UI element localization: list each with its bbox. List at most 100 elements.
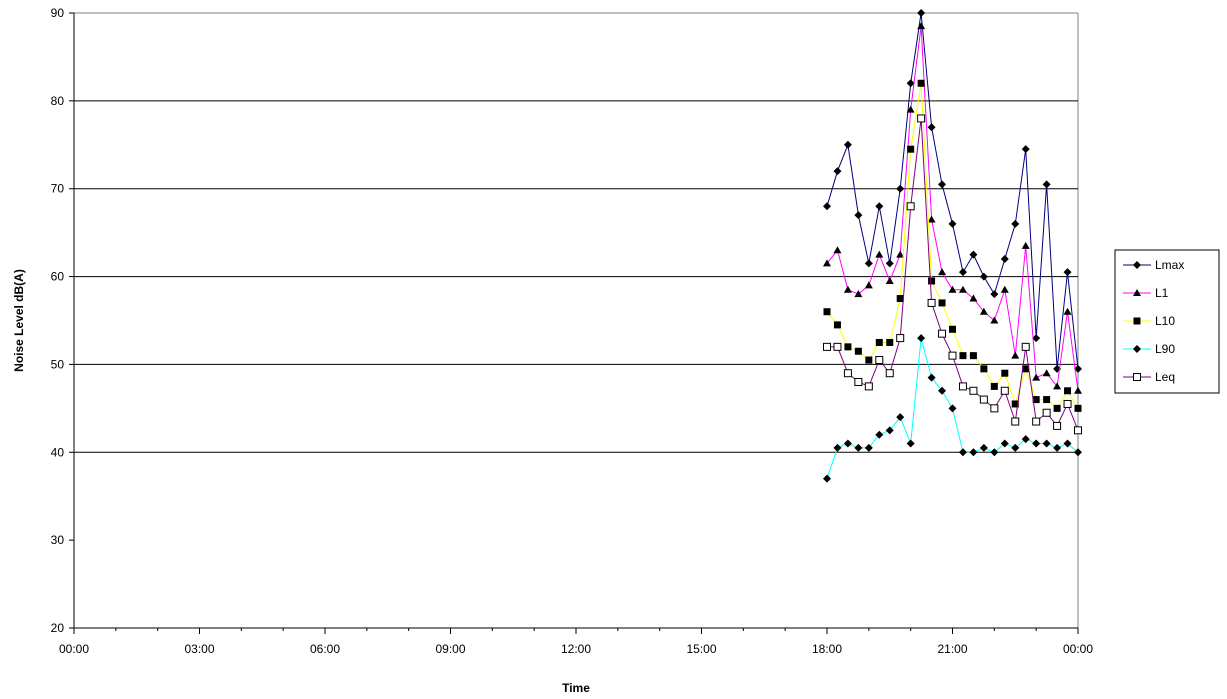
point-l10 xyxy=(896,295,904,303)
point-l1 xyxy=(990,316,999,324)
x-tick-label: 15:00 xyxy=(686,642,716,656)
point-lmax xyxy=(1074,364,1082,373)
point-lmax xyxy=(969,250,978,259)
point-l10 xyxy=(928,277,936,285)
legend-label: L1 xyxy=(1155,286,1169,300)
x-tick-label: 03:00 xyxy=(184,642,214,656)
legend-label: L90 xyxy=(1155,342,1175,356)
point-l1 xyxy=(823,259,831,267)
point-leq xyxy=(1011,417,1020,426)
series-line-l1 xyxy=(826,26,1079,391)
point-lmax xyxy=(1021,145,1030,154)
x-tick-label: 00:00 xyxy=(59,642,89,656)
point-leq xyxy=(938,329,947,338)
y-tick-label: 20 xyxy=(51,621,65,635)
y-tick-label: 70 xyxy=(51,182,65,196)
legend-marker xyxy=(1133,317,1141,325)
point-l1 xyxy=(854,290,863,298)
point-l10 xyxy=(854,347,862,355)
point-leq xyxy=(833,342,842,351)
legend-marker xyxy=(1133,261,1141,269)
point-leq xyxy=(969,386,978,395)
legend-marker xyxy=(1133,345,1141,353)
point-l90 xyxy=(864,443,873,452)
point-l1 xyxy=(1063,307,1072,315)
x-tick-label: 06:00 xyxy=(310,642,340,656)
point-l10 xyxy=(833,321,841,329)
point-l1 xyxy=(875,250,884,258)
legend-item-lmax: Lmax xyxy=(1123,258,1184,272)
point-l10 xyxy=(938,299,946,307)
point-l90 xyxy=(1000,439,1009,448)
point-l1 xyxy=(969,294,978,302)
point-lmax xyxy=(1000,255,1009,263)
series-l10 xyxy=(823,79,1082,412)
point-l90 xyxy=(1074,448,1082,457)
x-axis-title: Time xyxy=(562,681,590,695)
point-l1 xyxy=(927,215,936,223)
point-lmax xyxy=(1032,334,1041,343)
legend-marker xyxy=(1133,289,1141,296)
point-l10 xyxy=(969,352,977,360)
point-leq xyxy=(823,342,831,351)
point-l10 xyxy=(865,356,873,364)
point-l10 xyxy=(980,365,988,373)
point-lmax xyxy=(864,259,873,268)
y-tick-label: 80 xyxy=(51,94,65,108)
point-l1 xyxy=(906,105,915,113)
point-l90 xyxy=(823,474,831,483)
point-l10 xyxy=(875,338,883,346)
point-l10 xyxy=(959,352,967,360)
series-layer xyxy=(823,9,1082,483)
x-tick-label: 18:00 xyxy=(812,642,842,656)
point-l1 xyxy=(979,307,988,315)
legend-item-l10: L10 xyxy=(1123,314,1175,328)
point-l90 xyxy=(917,334,926,343)
point-l90 xyxy=(1021,435,1030,444)
point-lmax xyxy=(896,184,905,193)
point-lmax xyxy=(885,259,894,268)
point-l10 xyxy=(907,145,915,153)
point-l10 xyxy=(1074,404,1082,412)
point-l10 xyxy=(917,79,925,87)
series-leq xyxy=(823,114,1082,435)
point-l10 xyxy=(1011,400,1019,408)
point-lmax xyxy=(917,9,926,17)
legend-label: Lmax xyxy=(1155,258,1184,272)
point-lmax xyxy=(990,290,999,299)
gridlines xyxy=(74,12,1079,628)
point-lmax xyxy=(854,211,863,220)
point-lmax xyxy=(948,219,957,228)
point-leq xyxy=(854,378,863,386)
point-l90 xyxy=(938,386,947,395)
point-l1 xyxy=(1042,369,1051,377)
legend: Lmax L1 L10 L90 Leq xyxy=(1114,249,1220,394)
point-l1 xyxy=(833,246,842,254)
point-lmax xyxy=(979,272,988,281)
point-l90 xyxy=(1011,443,1020,452)
point-l1 xyxy=(896,250,905,258)
point-l1 xyxy=(1074,386,1082,394)
point-l1 xyxy=(843,285,852,293)
point-l90 xyxy=(1032,439,1041,448)
point-leq xyxy=(1053,421,1062,430)
point-leq xyxy=(1032,417,1041,426)
point-l90 xyxy=(979,443,988,452)
point-l10 xyxy=(1001,369,1009,377)
point-leq xyxy=(885,369,894,378)
point-leq xyxy=(1074,426,1082,435)
point-l90 xyxy=(958,448,967,457)
point-lmax xyxy=(875,202,884,211)
y-tick-label: 50 xyxy=(51,357,65,371)
legend-label: Leq xyxy=(1155,370,1175,384)
point-leq xyxy=(1042,408,1051,417)
series-lmax xyxy=(823,9,1082,373)
point-l10 xyxy=(949,325,956,333)
point-lmax xyxy=(1042,180,1051,189)
x-tick-label: 00:00 xyxy=(1063,642,1093,656)
legend-marker xyxy=(1133,373,1141,381)
point-l90 xyxy=(948,404,957,413)
point-l1 xyxy=(1053,382,1062,390)
point-lmax xyxy=(843,140,852,149)
